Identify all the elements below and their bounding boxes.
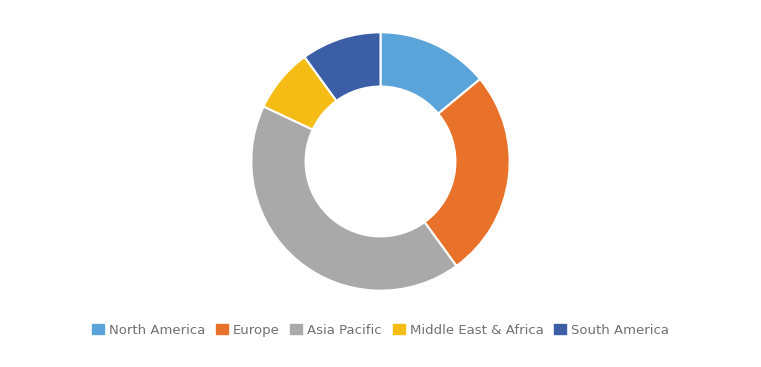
Wedge shape (380, 32, 480, 114)
Legend: North America, Europe, Asia Pacific, Middle East & Africa, South America: North America, Europe, Asia Pacific, Mid… (86, 319, 675, 342)
Wedge shape (304, 32, 380, 101)
Wedge shape (251, 106, 457, 291)
Wedge shape (425, 79, 510, 266)
Wedge shape (263, 57, 336, 130)
